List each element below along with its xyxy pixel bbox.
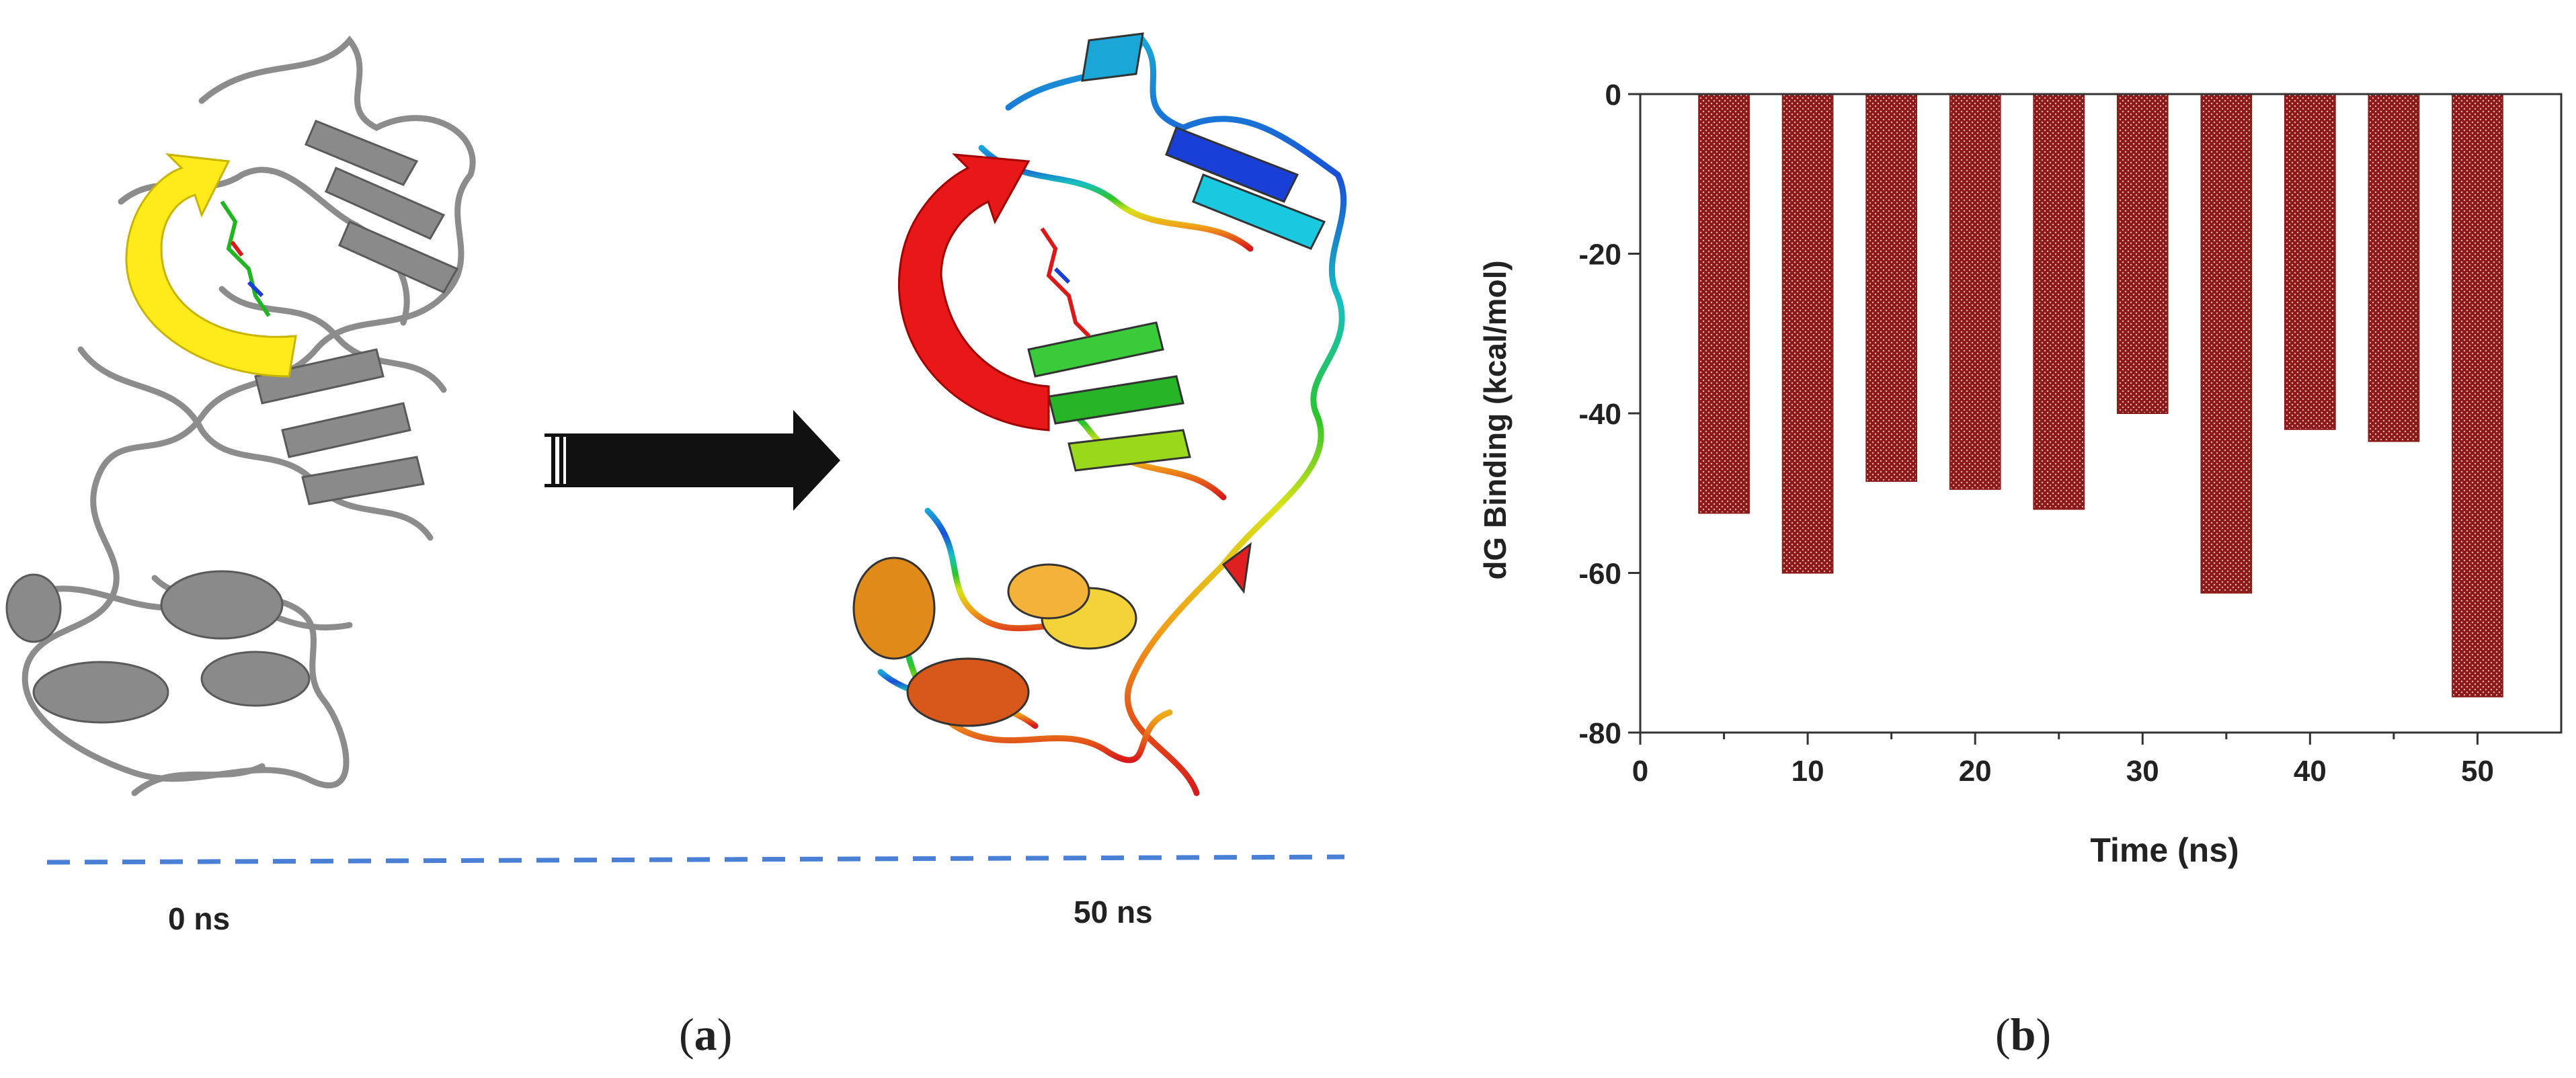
chart-bars [1698, 93, 2503, 698]
y-tick-label: -40 [1578, 398, 1621, 431]
yellow-curved-arrow [125, 153, 297, 378]
y-tick-label: 0 [1605, 79, 1621, 112]
transition-arrow [545, 410, 840, 511]
y-tick-label: -60 [1578, 558, 1621, 591]
protein-sheets-50ns [852, 32, 1326, 727]
x-axis-label: Time (ns) [2090, 831, 2239, 869]
ligand-0ns [220, 200, 271, 317]
bar-25ns [2033, 93, 2085, 510]
bar-35ns [2200, 93, 2253, 594]
x-tick-label: 50 [2461, 755, 2494, 788]
x-tick-label: 30 [2126, 755, 2159, 788]
timeline-dashed [46, 854, 1345, 865]
panel-a-illustration [5, 32, 1347, 865]
time-label-end: 50 ns [1074, 895, 1153, 929]
panel-a-label: (a) [679, 1009, 733, 1060]
x-tick-label: 10 [1792, 755, 1824, 788]
bar-20ns [1949, 93, 2001, 490]
protein-sheets-0ns [5, 120, 459, 724]
bar-15ns [1865, 93, 1917, 482]
plot-frame [1639, 93, 2563, 734]
x-tick-label: 40 [2294, 755, 2327, 788]
y-tick-label: -80 [1578, 717, 1621, 750]
x-tick-label: 20 [1959, 755, 1992, 788]
x-tick-label: 0 [1632, 755, 1648, 788]
y-tick-label: -20 [1578, 239, 1621, 272]
bar-10ns [1781, 93, 1834, 574]
time-label-start: 0 ns [168, 901, 231, 936]
ligand-50ns [1040, 227, 1091, 338]
red-curved-arrow [897, 153, 1050, 431]
bar-5ns [1698, 93, 1750, 514]
bar-40ns [2284, 93, 2336, 430]
binding-energy-bar-chart: 0 -20 -40 -60 -80 0 10 20 30 40 50 dG Binding (kca… [1478, 79, 2563, 869]
chart-axes: 0 -20 -40 -60 -80 0 10 20 30 40 50 [1578, 79, 2563, 788]
y-axis-label: dG Binding (kcal/mol) [1478, 260, 1513, 579]
bar-30ns [2116, 93, 2169, 414]
bar-50ns [2452, 93, 2503, 698]
bar-45ns [2368, 93, 2420, 442]
panel-b-label: (b) [1995, 1009, 2052, 1060]
